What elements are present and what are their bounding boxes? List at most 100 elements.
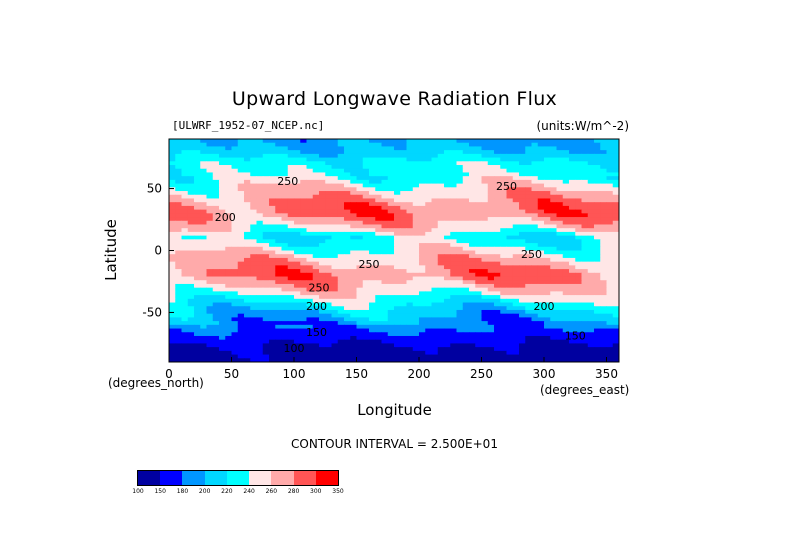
heatmap-cell [387, 358, 395, 363]
heatmap-cell [437, 350, 445, 356]
heatmap-cell [356, 198, 364, 203]
heatmap-cell [525, 254, 532, 259]
heatmap-cell [206, 168, 214, 173]
heatmap-cell [406, 309, 414, 315]
heatmap-cell [200, 358, 207, 363]
heatmap-cell [512, 187, 520, 192]
heatmap-cell [337, 265, 345, 270]
heatmap-cell [256, 142, 264, 147]
heatmap-cell [544, 246, 551, 251]
heatmap-cell [206, 250, 214, 255]
heatmap-cell [444, 243, 451, 248]
heatmap-cell [512, 213, 520, 218]
heatmap-cell [537, 194, 545, 199]
heatmap-cell [362, 280, 370, 285]
heatmap-cell [481, 153, 489, 159]
heatmap-cell [319, 150, 326, 155]
heatmap-cell [556, 183, 564, 188]
heatmap-cell [287, 217, 295, 222]
heatmap-cell [487, 231, 495, 237]
heatmap-cell [544, 220, 551, 225]
heatmap-cell [612, 250, 620, 255]
heatmap-cell [375, 205, 382, 211]
heatmap-cell [219, 139, 226, 144]
heatmap-cell [212, 146, 220, 151]
heatmap-cell [312, 283, 320, 289]
colorbar-level-label: 240 [243, 488, 255, 495]
heatmap-cell [250, 246, 257, 251]
heatmap-cell [537, 220, 545, 225]
heatmap-cell [606, 139, 614, 144]
heatmap-cell [269, 302, 276, 307]
heatmap-cell [394, 246, 401, 251]
heatmap-cell [425, 220, 432, 225]
heatmap-cell [481, 269, 489, 274]
heatmap-cell [194, 168, 201, 173]
heatmap-cell [537, 150, 545, 155]
heatmap-cell [562, 343, 570, 348]
heatmap-cell [237, 283, 245, 289]
heatmap-cell [181, 298, 189, 304]
heatmap-cell [469, 272, 476, 278]
heatmap-cell [244, 283, 251, 289]
heatmap-cell [175, 328, 182, 333]
heatmap-cell [562, 179, 570, 185]
heatmap-cell [587, 250, 595, 255]
heatmap-cell [381, 246, 389, 251]
heatmap-cell [606, 191, 614, 196]
heatmap-cell [606, 235, 614, 240]
heatmap-cell [287, 295, 295, 300]
heatmap-cell [250, 213, 257, 218]
heatmap-cell [419, 358, 426, 363]
heatmap-cell [312, 321, 320, 326]
heatmap-cell [550, 295, 557, 300]
heatmap-cell [219, 257, 226, 263]
heatmap-cell [250, 235, 257, 240]
heatmap-cell [481, 187, 489, 192]
heatmap-cell [225, 157, 232, 162]
heatmap-cell [575, 295, 582, 300]
heatmap-cell [256, 358, 264, 363]
heatmap-cell [556, 347, 564, 352]
heatmap-cell [612, 179, 620, 185]
heatmap-cell [494, 280, 501, 285]
heatmap-cell [312, 235, 320, 240]
heatmap-cell [225, 168, 232, 173]
heatmap-cell [487, 302, 495, 307]
heatmap-cell [231, 139, 239, 144]
heatmap-cell [469, 228, 476, 233]
heatmap-cell [325, 269, 332, 274]
heatmap-cell [194, 187, 201, 192]
heatmap-cell [175, 165, 182, 170]
heatmap-cell [200, 209, 207, 214]
heatmap-cell [556, 165, 564, 170]
heatmap-cell [587, 302, 595, 307]
heatmap-cell [275, 191, 282, 196]
heatmap-cell [281, 139, 289, 144]
heatmap-cell [406, 254, 414, 259]
heatmap-cell [612, 332, 620, 337]
heatmap-cell [212, 239, 220, 244]
heatmap-cell [587, 243, 595, 248]
colorbar-level-label: 220 [221, 488, 233, 495]
heatmap-cell [356, 168, 364, 173]
heatmap-cell [556, 239, 564, 244]
heatmap-cell [262, 235, 270, 240]
heatmap-cell [369, 172, 376, 177]
heatmap-cell [400, 161, 407, 166]
heatmap-cell [387, 224, 395, 229]
heatmap-cell [187, 265, 195, 270]
heatmap-cell [369, 157, 376, 162]
heatmap-cell [450, 295, 457, 300]
heatmap-cell [456, 313, 464, 318]
heatmap-cell [444, 313, 451, 318]
heatmap-cell [250, 194, 257, 199]
heatmap-cell [494, 324, 501, 330]
heatmap-cell [300, 183, 307, 188]
heatmap-cell [525, 168, 532, 173]
heatmap-cell [212, 157, 220, 162]
heatmap-cell [281, 176, 289, 181]
heatmap-cell [544, 343, 551, 348]
heatmap-cell [494, 231, 501, 237]
heatmap-cell [250, 332, 257, 337]
